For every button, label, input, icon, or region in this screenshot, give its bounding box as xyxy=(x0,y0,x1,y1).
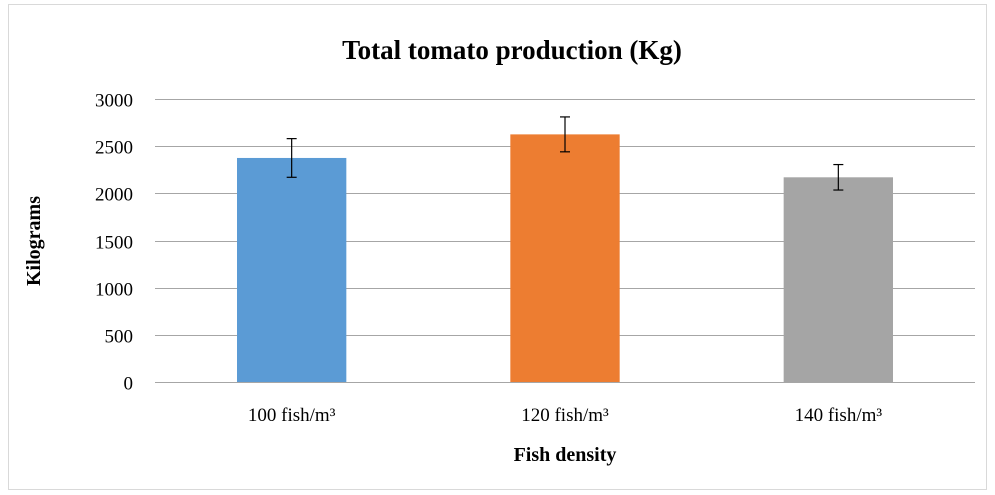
error-bar-1 xyxy=(286,138,297,178)
error-bar-3 xyxy=(833,163,844,191)
y-tick-label: 1000 xyxy=(95,280,133,301)
x-tick-label: 100 fish/m³ xyxy=(248,405,336,426)
x-tick-label: 120 fish/m³ xyxy=(521,405,609,426)
y-tick-label: 0 xyxy=(124,374,134,395)
x-axis-title: Fish density xyxy=(514,444,617,466)
bar-3 xyxy=(783,177,893,382)
y-axis-ticks: 0 500 1000 1500 2000 2500 3000 xyxy=(95,91,133,395)
y-tick-label: 1500 xyxy=(95,233,133,254)
bar-1 xyxy=(237,157,347,382)
y-tick-label: 500 xyxy=(105,327,134,348)
y-tick-label: 3000 xyxy=(95,91,133,112)
y-axis-title: Kilograms xyxy=(23,196,45,286)
bars xyxy=(237,134,893,382)
x-tick-label: 140 fish/m³ xyxy=(795,405,883,426)
y-tick-label: 2500 xyxy=(95,138,133,159)
y-tick-label: 2000 xyxy=(95,185,133,206)
chart-title: Total tomato production (Kg) xyxy=(342,35,682,65)
bar-2 xyxy=(510,134,620,382)
error-bar-2 xyxy=(560,116,570,153)
x-axis-ticks: 100 fish/m³ 120 fish/m³ 140 fish/m³ xyxy=(248,405,882,426)
error-bars xyxy=(286,116,844,191)
